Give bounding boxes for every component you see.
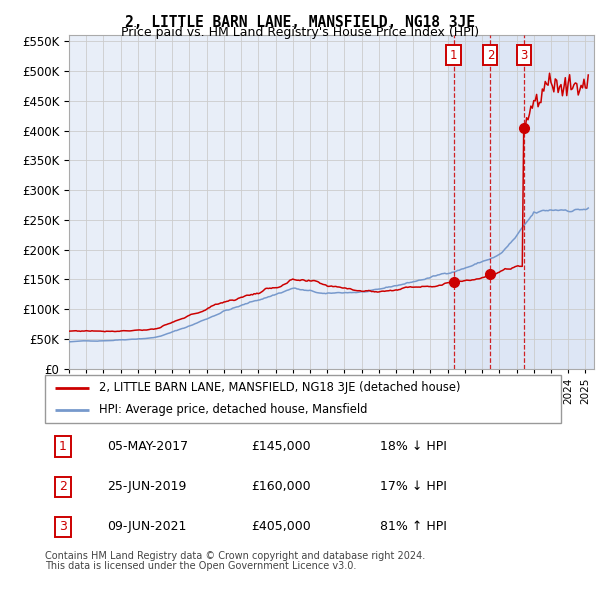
Text: 2, LITTLE BARN LANE, MANSFIELD, NG18 3JE (detached house): 2, LITTLE BARN LANE, MANSFIELD, NG18 3JE…	[99, 381, 461, 394]
Text: 17% ↓ HPI: 17% ↓ HPI	[380, 480, 447, 493]
Text: Price paid vs. HM Land Registry's House Price Index (HPI): Price paid vs. HM Land Registry's House …	[121, 26, 479, 39]
Text: 2: 2	[487, 48, 494, 61]
Text: 2, LITTLE BARN LANE, MANSFIELD, NG18 3JE: 2, LITTLE BARN LANE, MANSFIELD, NG18 3JE	[125, 15, 475, 30]
Text: 81% ↑ HPI: 81% ↑ HPI	[380, 520, 447, 533]
Text: 2: 2	[59, 480, 67, 493]
Text: 09-JUN-2021: 09-JUN-2021	[107, 520, 186, 533]
Text: This data is licensed under the Open Government Licence v3.0.: This data is licensed under the Open Gov…	[45, 560, 356, 571]
Bar	[448, 35, 594, 369]
Text: Contains HM Land Registry data © Crown copyright and database right 2024.: Contains HM Land Registry data © Crown c…	[45, 551, 425, 561]
Text: 3: 3	[59, 520, 67, 533]
Text: 1: 1	[59, 440, 67, 453]
Text: 1: 1	[450, 48, 457, 61]
Text: £145,000: £145,000	[251, 440, 311, 453]
Text: 18% ↓ HPI: 18% ↓ HPI	[380, 440, 447, 453]
Text: 3: 3	[520, 48, 528, 61]
Text: £405,000: £405,000	[251, 520, 311, 533]
Text: £160,000: £160,000	[251, 480, 311, 493]
FancyBboxPatch shape	[45, 375, 561, 423]
Text: 05-MAY-2017: 05-MAY-2017	[107, 440, 188, 453]
Text: HPI: Average price, detached house, Mansfield: HPI: Average price, detached house, Mans…	[99, 404, 368, 417]
Text: 25-JUN-2019: 25-JUN-2019	[107, 480, 186, 493]
